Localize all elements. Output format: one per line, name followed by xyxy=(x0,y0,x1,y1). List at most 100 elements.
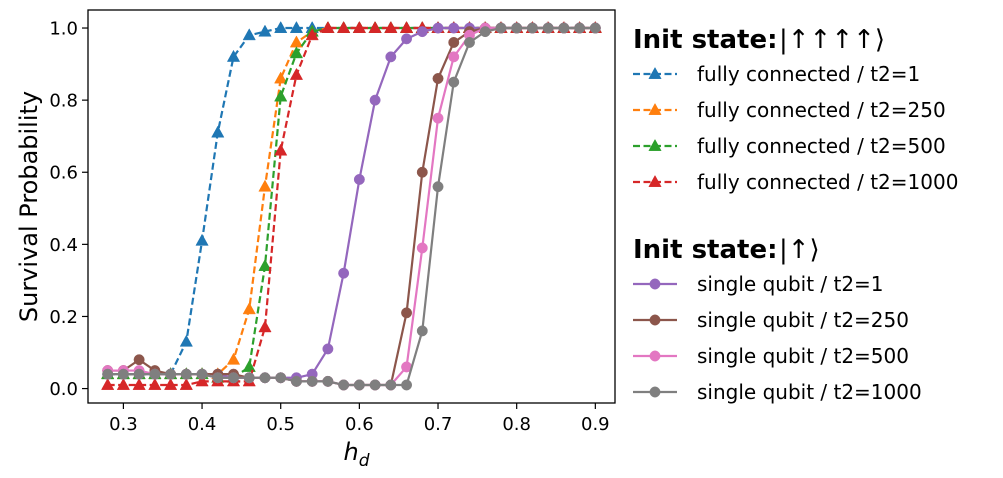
data-point-s3-2 xyxy=(132,377,146,390)
data-point-s6-22 xyxy=(448,51,460,63)
data-point-s6-20 xyxy=(416,242,428,254)
data-point-s3-12 xyxy=(289,67,304,80)
legend-label-1: fully connected / t2=250 xyxy=(697,98,946,122)
legend-marker-4 xyxy=(649,278,661,290)
data-point-s7-23 xyxy=(464,36,475,48)
legend-marker-2 xyxy=(648,138,662,151)
series-7 xyxy=(102,22,601,391)
data-point-s1-10 xyxy=(258,179,272,192)
data-point-s7-12 xyxy=(290,375,302,387)
data-point-s2-11 xyxy=(274,89,288,102)
data-point-s7-19 xyxy=(401,379,413,391)
y-tick-label-5: 1.0 xyxy=(49,19,78,40)
data-point-s3-19 xyxy=(399,21,414,33)
data-point-s7-22 xyxy=(448,76,460,88)
data-point-s4-21 xyxy=(432,22,444,34)
data-point-s1-11 xyxy=(274,71,288,84)
data-point-s4-16 xyxy=(353,174,365,185)
data-point-s4-17 xyxy=(369,94,381,106)
y-tick-label-2: 0.4 xyxy=(49,235,78,256)
legend-marker-0 xyxy=(648,66,662,79)
data-point-s7-18 xyxy=(385,379,397,391)
legend-entry-4: single qubit / t2=1 xyxy=(633,272,884,296)
legend-label-0: fully connected / t2=1 xyxy=(697,62,920,86)
data-point-s5-20 xyxy=(416,166,428,178)
data-point-s3-3 xyxy=(148,377,162,390)
series-line-2 xyxy=(107,26,596,379)
data-point-s7-3 xyxy=(149,368,161,380)
x-tick-label-3: 0.6 xyxy=(345,414,374,435)
x-tick-label-5: 0.8 xyxy=(502,414,531,435)
x-tick-label-1: 0.4 xyxy=(188,414,217,435)
plot-area xyxy=(101,21,602,391)
data-point-s7-27 xyxy=(526,22,538,34)
data-point-s7-26 xyxy=(511,22,523,34)
data-point-s0-12 xyxy=(289,21,304,33)
data-point-s4-20 xyxy=(416,26,428,38)
data-point-s7-20 xyxy=(416,325,428,337)
legend: Init state: |↑↑↑↑⟩ fully connected / t2=1 f… xyxy=(633,25,958,404)
data-point-s7-5 xyxy=(180,368,192,380)
data-point-s2-10 xyxy=(258,258,272,271)
data-point-s3-10 xyxy=(258,320,272,333)
data-point-s3-13 xyxy=(305,28,319,41)
legend-label-7: single qubit / t2=1000 xyxy=(697,380,922,404)
data-point-s7-4 xyxy=(165,368,177,380)
data-point-s5-2 xyxy=(133,354,145,366)
series-line-3 xyxy=(107,26,596,387)
data-point-s0-7 xyxy=(211,125,225,138)
data-point-s7-31 xyxy=(589,22,601,34)
legend-entry-2: fully connected / t2=500 xyxy=(633,134,946,158)
series-line-1 xyxy=(107,26,596,376)
data-point-s7-2 xyxy=(133,368,145,380)
data-point-s7-15 xyxy=(338,379,350,391)
data-point-s3-14 xyxy=(321,21,335,33)
legend-title-0: Init state: xyxy=(633,25,778,55)
data-point-s0-8 xyxy=(226,49,241,62)
data-point-s0-6 xyxy=(195,233,209,246)
data-point-s7-24 xyxy=(479,26,491,38)
data-point-s7-17 xyxy=(369,379,381,391)
axes: 0.3 0.4 0.5 0.6 0.7 0.8 0.9 0.0 0.2 0.4 0.6 0.8 1.0 xyxy=(49,9,616,435)
data-point-s7-8 xyxy=(228,372,239,384)
x-tick-label-2: 0.5 xyxy=(266,414,295,435)
x-tick-label-0: 0.3 xyxy=(109,414,138,435)
data-point-s4-18 xyxy=(385,51,397,63)
legend-marker-7 xyxy=(649,386,661,398)
legend-entry-5: single qubit / t2=250 xyxy=(633,308,909,332)
x-axis-label-sub: d xyxy=(359,451,370,471)
series-2 xyxy=(101,21,602,383)
data-point-s3-15 xyxy=(337,21,351,33)
data-point-s7-29 xyxy=(558,22,570,34)
data-point-s3-5 xyxy=(179,377,193,390)
data-point-s6-21 xyxy=(432,112,444,124)
data-point-s0-9 xyxy=(242,28,256,41)
x-tick-label-6: 0.9 xyxy=(581,414,610,435)
data-point-s7-9 xyxy=(243,372,255,384)
x-axis-label: hd xyxy=(344,438,370,471)
data-point-s7-13 xyxy=(306,375,318,387)
data-point-s0-11 xyxy=(274,21,288,33)
data-point-s0-10 xyxy=(258,24,272,37)
y-tick-label-3: 0.6 xyxy=(49,163,78,184)
y-tick-label-1: 0.2 xyxy=(49,307,78,328)
data-point-s1-8 xyxy=(226,352,241,365)
data-point-s7-10 xyxy=(259,372,271,384)
data-point-s3-6 xyxy=(195,374,209,387)
data-point-s7-1 xyxy=(117,368,129,380)
data-point-s7-0 xyxy=(102,368,114,380)
data-point-s7-14 xyxy=(322,375,334,387)
legend-entry-1: fully connected / t2=250 xyxy=(633,98,946,122)
legend-marker-3 xyxy=(648,174,662,187)
data-point-s4-19 xyxy=(401,33,413,45)
legend-ket-1: |↑⟩ xyxy=(779,235,820,265)
data-point-s3-18 xyxy=(384,21,398,33)
series-3 xyxy=(101,21,602,390)
axes-frame xyxy=(87,9,616,404)
legend-ket-0: |↑↑↑↑⟩ xyxy=(779,25,885,55)
x-tick-label-4: 0.7 xyxy=(424,414,453,435)
data-point-s3-17 xyxy=(368,21,382,33)
series-line-7 xyxy=(107,26,596,387)
data-point-s3-1 xyxy=(116,377,130,390)
y-tick-label-4: 0.8 xyxy=(49,91,78,112)
